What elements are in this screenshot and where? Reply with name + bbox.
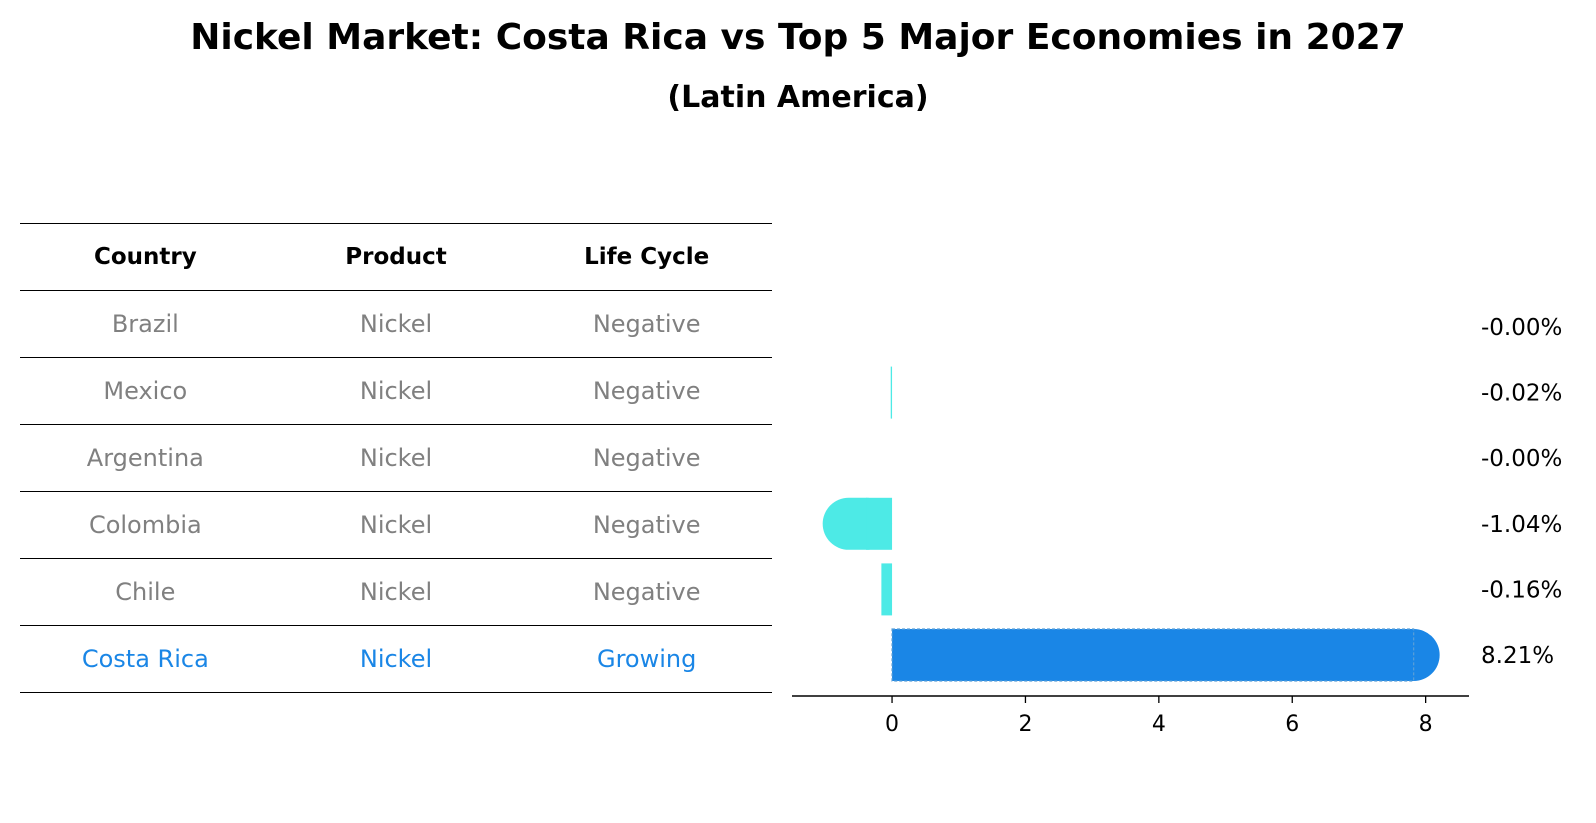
value-label: -0.00% bbox=[1481, 315, 1562, 341]
life-cycle-cell: Negative bbox=[592, 377, 701, 405]
table-header-row: Country Product Life Cycle bbox=[20, 223, 772, 290]
life-cycle-cell: Growing bbox=[596, 645, 697, 673]
value-labels-layer: -0.00% -0.02% -0.00% -1.04% -0.16% 8.21% bbox=[1481, 315, 1562, 669]
life-cycle-cell: Negative bbox=[592, 310, 701, 338]
country-cell: Costa Rica bbox=[81, 645, 209, 673]
country-cell: Argentina bbox=[86, 444, 204, 472]
life-cycle-cell: Negative bbox=[592, 511, 701, 539]
product-cell: Nickel bbox=[359, 645, 433, 673]
x-ticks-layer: 0 2 4 6 8 bbox=[885, 696, 1433, 737]
country-table: Country Product Life Cycle Brazil Nickel… bbox=[20, 223, 772, 693]
table-row: Argentina Nickel Negative bbox=[20, 424, 772, 491]
header-country: Country bbox=[93, 244, 197, 270]
value-label: -0.16% bbox=[1481, 577, 1562, 603]
country-cell: Mexico bbox=[103, 377, 188, 405]
bar-colombia bbox=[822, 497, 893, 550]
header-product: Product bbox=[345, 244, 447, 270]
country-cell: Colombia bbox=[88, 511, 202, 539]
life-cycle-cell: Negative bbox=[592, 578, 701, 606]
product-cell: Nickel bbox=[359, 377, 433, 405]
header-life-cycle: Life Cycle bbox=[584, 244, 710, 270]
life-cycle-cell: Negative bbox=[592, 444, 701, 472]
country-cell: Chile bbox=[115, 578, 176, 606]
bars-layer bbox=[822, 366, 1440, 682]
table-row: Colombia Nickel Negative bbox=[20, 491, 772, 558]
chart-title: Nickel Market: Costa Rica vs Top 5 Major… bbox=[190, 17, 1406, 58]
x-tick-label: 0 bbox=[885, 712, 899, 737]
product-cell: Nickel bbox=[359, 578, 433, 606]
bar-mexico bbox=[890, 366, 893, 419]
product-cell: Nickel bbox=[359, 444, 433, 472]
chart-subtitle: (Latin America) bbox=[667, 80, 929, 115]
value-label: 8.21% bbox=[1481, 643, 1554, 669]
x-tick-label: 8 bbox=[1419, 712, 1433, 737]
product-cell: Nickel bbox=[359, 511, 433, 539]
product-cell: Nickel bbox=[359, 310, 433, 338]
x-tick-label: 6 bbox=[1285, 712, 1299, 737]
x-tick-label: 4 bbox=[1152, 712, 1166, 737]
value-label: -0.00% bbox=[1481, 446, 1562, 472]
table-row: Chile Nickel Negative bbox=[20, 558, 772, 625]
bar-costa-rica bbox=[891, 628, 1440, 682]
table-row: Mexico Nickel Negative bbox=[20, 357, 772, 424]
x-tick-label: 2 bbox=[1018, 712, 1032, 737]
bar-chile bbox=[881, 563, 893, 616]
table-row: Brazil Nickel Negative bbox=[20, 290, 772, 357]
country-cell: Brazil bbox=[111, 310, 179, 338]
table-row-highlighted: Costa Rica Nickel Growing bbox=[20, 625, 772, 693]
value-label: -0.02% bbox=[1481, 381, 1562, 407]
value-label: -1.04% bbox=[1481, 512, 1562, 538]
